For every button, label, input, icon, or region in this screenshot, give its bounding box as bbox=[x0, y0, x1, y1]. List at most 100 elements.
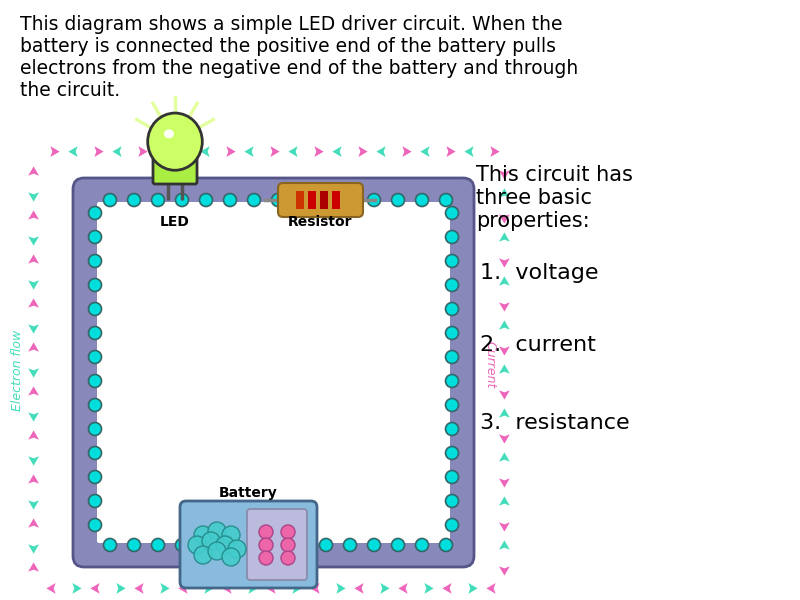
Polygon shape bbox=[292, 583, 302, 594]
Circle shape bbox=[446, 254, 458, 268]
Polygon shape bbox=[28, 193, 39, 202]
Polygon shape bbox=[90, 583, 100, 594]
Circle shape bbox=[89, 446, 102, 460]
Circle shape bbox=[446, 206, 458, 220]
Circle shape bbox=[446, 230, 458, 244]
Circle shape bbox=[446, 494, 458, 508]
Polygon shape bbox=[69, 146, 78, 157]
Circle shape bbox=[127, 193, 141, 206]
Circle shape bbox=[89, 254, 102, 268]
Circle shape bbox=[439, 539, 453, 551]
Polygon shape bbox=[72, 583, 82, 594]
Circle shape bbox=[271, 193, 285, 206]
Circle shape bbox=[439, 193, 453, 206]
Polygon shape bbox=[354, 583, 364, 594]
Polygon shape bbox=[134, 583, 144, 594]
Polygon shape bbox=[182, 146, 192, 157]
Polygon shape bbox=[28, 254, 39, 263]
Polygon shape bbox=[28, 475, 39, 484]
Polygon shape bbox=[499, 320, 510, 329]
Polygon shape bbox=[333, 146, 342, 157]
Text: Current: Current bbox=[483, 341, 497, 389]
Circle shape bbox=[175, 539, 189, 551]
Circle shape bbox=[446, 278, 458, 292]
Circle shape bbox=[89, 278, 102, 292]
Ellipse shape bbox=[164, 130, 174, 139]
Polygon shape bbox=[50, 146, 59, 157]
Circle shape bbox=[89, 302, 102, 316]
Polygon shape bbox=[499, 364, 510, 374]
Polygon shape bbox=[499, 452, 510, 461]
Polygon shape bbox=[28, 544, 39, 554]
Polygon shape bbox=[157, 146, 166, 157]
Circle shape bbox=[446, 350, 458, 364]
Polygon shape bbox=[380, 583, 390, 594]
Text: 1.  voltage: 1. voltage bbox=[480, 263, 598, 283]
Circle shape bbox=[89, 350, 102, 364]
Polygon shape bbox=[138, 146, 147, 157]
Text: 3.  resistance: 3. resistance bbox=[480, 413, 630, 433]
Circle shape bbox=[446, 398, 458, 412]
Polygon shape bbox=[499, 170, 510, 179]
Circle shape bbox=[89, 326, 102, 340]
Polygon shape bbox=[28, 211, 39, 220]
Polygon shape bbox=[222, 583, 232, 594]
Polygon shape bbox=[28, 280, 39, 290]
Circle shape bbox=[295, 193, 309, 206]
Circle shape bbox=[446, 518, 458, 532]
Polygon shape bbox=[398, 583, 408, 594]
Circle shape bbox=[151, 539, 165, 551]
Polygon shape bbox=[200, 146, 210, 157]
FancyBboxPatch shape bbox=[278, 183, 363, 217]
Circle shape bbox=[222, 526, 240, 544]
Circle shape bbox=[271, 539, 285, 551]
Polygon shape bbox=[248, 583, 258, 594]
Polygon shape bbox=[499, 391, 510, 400]
Polygon shape bbox=[28, 368, 39, 377]
Polygon shape bbox=[28, 430, 39, 440]
Text: This diagram shows a simple LED driver circuit. When the
battery is connected th: This diagram shows a simple LED driver c… bbox=[20, 15, 578, 100]
Circle shape bbox=[103, 193, 117, 206]
FancyBboxPatch shape bbox=[180, 501, 317, 588]
Circle shape bbox=[391, 539, 405, 551]
Polygon shape bbox=[499, 478, 510, 488]
Circle shape bbox=[281, 525, 295, 539]
Polygon shape bbox=[28, 457, 39, 466]
Polygon shape bbox=[336, 583, 346, 594]
Bar bbox=[308, 191, 316, 209]
Polygon shape bbox=[94, 146, 104, 157]
Polygon shape bbox=[421, 146, 430, 157]
Polygon shape bbox=[28, 166, 39, 176]
Circle shape bbox=[415, 193, 429, 206]
Polygon shape bbox=[464, 146, 474, 157]
Circle shape bbox=[446, 446, 458, 460]
Polygon shape bbox=[402, 146, 412, 157]
Circle shape bbox=[194, 526, 212, 544]
Polygon shape bbox=[499, 566, 510, 575]
Polygon shape bbox=[442, 583, 452, 594]
Circle shape bbox=[295, 539, 309, 551]
Circle shape bbox=[199, 539, 213, 551]
Circle shape bbox=[446, 374, 458, 388]
Polygon shape bbox=[204, 583, 214, 594]
Circle shape bbox=[175, 193, 189, 206]
Circle shape bbox=[223, 193, 237, 206]
Polygon shape bbox=[486, 583, 496, 594]
Polygon shape bbox=[28, 562, 39, 572]
Circle shape bbox=[319, 193, 333, 206]
Bar bbox=[332, 191, 340, 209]
Ellipse shape bbox=[148, 113, 202, 170]
Polygon shape bbox=[499, 409, 510, 418]
Circle shape bbox=[89, 494, 102, 508]
Polygon shape bbox=[499, 302, 510, 311]
Circle shape bbox=[391, 193, 405, 206]
Circle shape bbox=[259, 551, 273, 565]
Circle shape bbox=[247, 193, 261, 206]
Text: LED: LED bbox=[160, 215, 190, 229]
Circle shape bbox=[228, 540, 246, 558]
FancyBboxPatch shape bbox=[247, 509, 307, 580]
Text: This circuit has
three basic
properties:: This circuit has three basic properties: bbox=[476, 165, 633, 232]
Polygon shape bbox=[424, 583, 434, 594]
Polygon shape bbox=[28, 343, 39, 352]
Circle shape bbox=[103, 539, 117, 551]
